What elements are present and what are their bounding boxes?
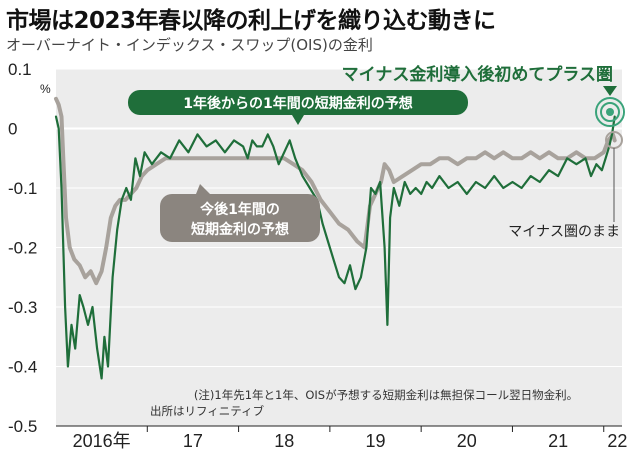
y-tick-label: -0.5 xyxy=(8,417,37,436)
headline-pointer xyxy=(603,86,617,96)
gray-series-label-line2: 短期金利の予想 xyxy=(191,221,289,238)
y-tick-label: 0.1 xyxy=(8,60,32,79)
green-label-pointer xyxy=(292,115,304,125)
chart-subtitle: オーバーナイト・インデックス・スワップ(OIS)の金利 xyxy=(6,36,373,54)
x-tick-label: 17 xyxy=(183,431,203,451)
series-line-green xyxy=(54,115,616,380)
x-tick-label: 2016年 xyxy=(73,431,131,451)
gray-label-box xyxy=(160,194,320,242)
x-tick-label: 19 xyxy=(366,431,386,451)
end-label: マイナス圏のまま xyxy=(508,224,620,240)
x-tick-label: 20 xyxy=(457,431,477,451)
series-lines xyxy=(54,96,617,380)
x-tick-label: 22 xyxy=(607,431,627,451)
y-axis-ticks: 0.1 0 -0.1 -0.2 -0.3 -0.4 -0.5 xyxy=(8,60,37,436)
series-line-gray xyxy=(54,96,617,286)
x-axis-ticks: 2016年 17 18 19 20 21 22 xyxy=(56,425,627,451)
y-tick-label: -0.1 xyxy=(8,179,37,198)
y-tick-label: -0.2 xyxy=(8,239,37,258)
green-series-label: 1年後からの1年間の短期金利の予想 xyxy=(183,95,412,112)
green-endpoint-ring-outer xyxy=(595,97,625,127)
source-line: 出所はリフィニティブ xyxy=(150,404,265,418)
headline-annotation: マイナス金利導入後初めてプラス圏 xyxy=(342,64,613,85)
x-tick-label: 21 xyxy=(548,431,568,451)
y-tick-label: 0 xyxy=(8,120,17,139)
y-unit-label: % xyxy=(40,82,51,96)
y-tick-label: -0.4 xyxy=(8,358,37,377)
x-tick-label: 18 xyxy=(274,431,294,451)
green-endpoint-dot xyxy=(606,108,614,116)
gray-label-pointer xyxy=(196,184,210,194)
note-line1: (注)1年先1年と1年、OISが予想する短期金利は無担保コール翌日物金利。 xyxy=(194,388,578,402)
green-label-box xyxy=(128,90,468,115)
y-tick-label: -0.3 xyxy=(8,298,37,317)
chart-title: 市場は2023年春以降の利上げを織り込む動きに xyxy=(6,8,496,34)
green-endpoint-ring-inner xyxy=(600,102,620,122)
gray-series-label-line1: 今後1年間の xyxy=(199,201,280,218)
